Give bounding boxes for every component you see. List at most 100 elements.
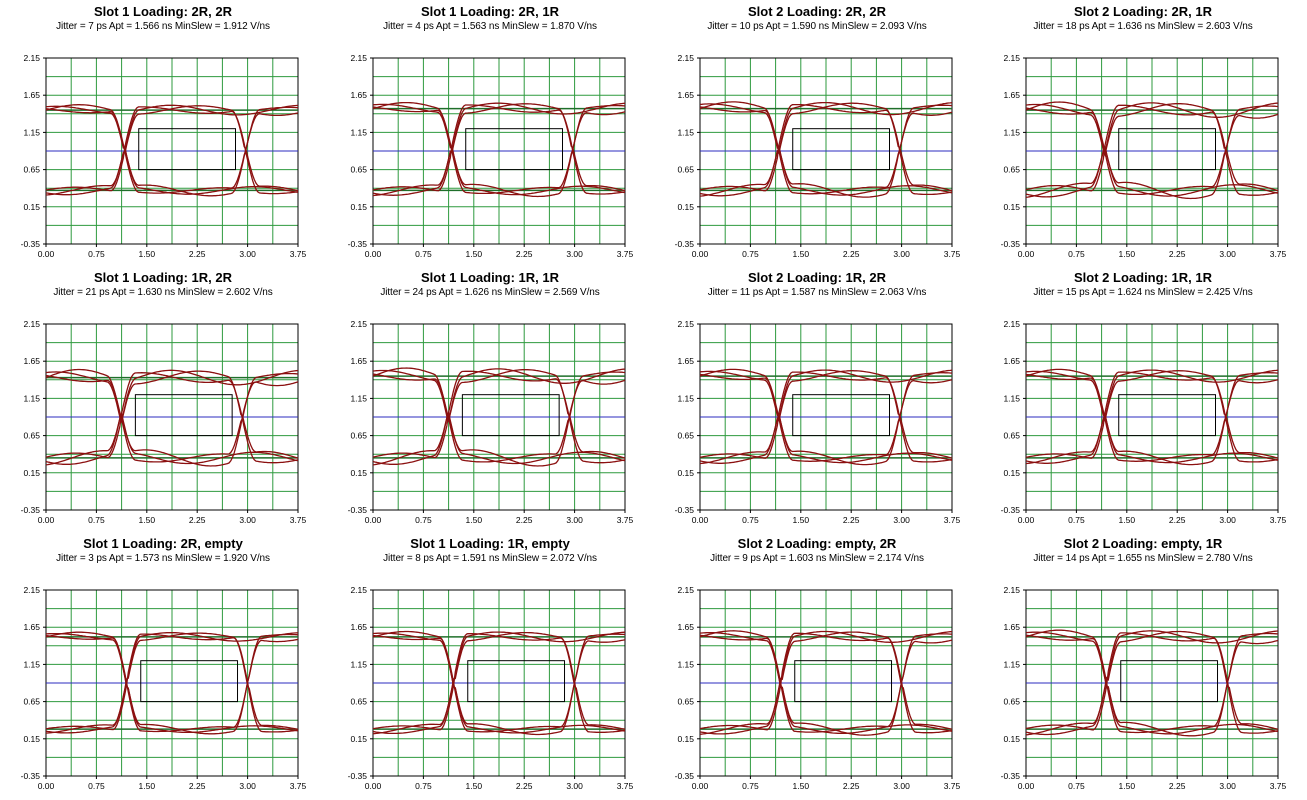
- y-tick-label: 1.15: [350, 393, 367, 403]
- eye-trace: [45, 369, 299, 466]
- y-tick-label: 1.15: [350, 659, 367, 669]
- x-tick-label: 1.50: [1119, 515, 1136, 525]
- eye-panel: Slot 1 Loading: 2R, empty Jitter = 3 ps A…: [0, 532, 326, 798]
- y-tick-label: 2.15: [677, 53, 694, 63]
- chart-title: Slot 1 Loading: 2R, 2R: [94, 4, 232, 19]
- y-tick-label: 1.15: [1003, 659, 1020, 669]
- eye-trace: [1025, 630, 1279, 736]
- eye-plot: 0.00 0.75 1.50 2.25 3.00 3.75 2.15 1.65 1.15 0.65…: [1001, 53, 1287, 259]
- x-tick-label: 2.25: [516, 781, 533, 791]
- x-tick-label: 3.75: [944, 249, 961, 259]
- eye-trace: [1025, 103, 1279, 197]
- y-tick-label: 1.15: [1003, 127, 1020, 137]
- eye-trace: [1025, 370, 1279, 464]
- eye-trace: [699, 101, 953, 198]
- eye-trace: [1025, 372, 1279, 462]
- eye-trace: [45, 106, 299, 194]
- eye-trace: [699, 103, 953, 196]
- y-tick-label: -0.35: [675, 505, 695, 515]
- eye-trace: [45, 105, 299, 195]
- eye-mask: [794, 660, 893, 703]
- eye-plot: 0.00 0.75 1.50 2.25 3.00 3.75 2.15 1.65 1.15 0.65…: [348, 53, 634, 259]
- x-tick-label: 0.75: [1068, 515, 1085, 525]
- eye-plot: 0.00 0.75 1.50 2.25 3.00 3.75 2.15 1.65 1.15 0.65…: [1001, 585, 1287, 791]
- x-tick-label: 2.25: [516, 515, 533, 525]
- chart-stats: Jitter = 8 ps Apt = 1.591 ns MinSlew = 2…: [383, 553, 597, 564]
- y-tick-label: 1.15: [350, 127, 367, 137]
- x-tick-label: 2.25: [843, 781, 860, 791]
- eye-trace: [699, 631, 953, 735]
- x-tick-label: 0.75: [742, 249, 759, 259]
- eye-panel: Slot 1 Loading: 1R, 1R Jitter = 24 ps Apt…: [327, 266, 653, 532]
- eye-trace: [372, 103, 626, 196]
- eye-panel: Slot 2 Loading: empty, 2R Jitter = 9 ps A…: [654, 532, 980, 798]
- y-tick-label: 1.15: [677, 393, 694, 403]
- x-tick-label: 0.75: [1068, 781, 1085, 791]
- x-tick-label: 1.50: [139, 249, 156, 259]
- y-tick-label: 0.15: [1003, 734, 1020, 744]
- eye-plot: 0.00 0.75 1.50 2.25 3.00 3.75 2.15 1.65 1.15 0.65…: [21, 319, 307, 525]
- chart-stats: Jitter = 18 ps Apt = 1.636 ns MinSlew = …: [1033, 21, 1253, 32]
- chart-title: Slot 2 Loading: 1R, 2R: [748, 270, 886, 285]
- x-tick-label: 3.75: [617, 781, 634, 791]
- eye-mask: [461, 394, 560, 437]
- eye-trace: [45, 633, 299, 733]
- eye-trace: [372, 631, 626, 735]
- eye-trace: [372, 370, 626, 464]
- eye-trace: [1025, 104, 1279, 196]
- eye-trace: [699, 630, 953, 735]
- eye-mask: [1118, 394, 1217, 437]
- eye-plot: 0.00 0.75 1.50 2.25 3.00 3.75 2.15 1.65 1.15 0.65…: [675, 53, 961, 259]
- chart-title: Slot 1 Loading: 2R, 1R: [421, 4, 559, 19]
- x-tick-label: 3.00: [893, 249, 910, 259]
- eye-trace: [699, 372, 953, 462]
- y-tick-label: 2.15: [350, 319, 367, 329]
- y-tick-label: 0.65: [1003, 697, 1020, 707]
- y-tick-label: 0.65: [350, 697, 367, 707]
- eye-trace: [699, 103, 953, 196]
- y-tick-label: 2.15: [1003, 53, 1020, 63]
- eye-trace: [45, 632, 299, 734]
- x-tick-label: 3.00: [566, 249, 583, 259]
- chart-title: Slot 2 Loading: empty, 2R: [737, 536, 897, 551]
- y-tick-label: 1.15: [677, 127, 694, 137]
- x-tick-label: 0.00: [692, 515, 709, 525]
- x-tick-label: 3.00: [1219, 515, 1236, 525]
- y-tick-label: -0.35: [1001, 771, 1021, 781]
- eye-trace: [1025, 368, 1279, 466]
- eye-trace: [699, 630, 953, 736]
- chart-stats: Jitter = 7 ps Apt = 1.566 ns MinSlew = 1…: [56, 21, 270, 32]
- eye-trace: [45, 105, 299, 196]
- eye-trace: [372, 368, 626, 466]
- y-tick-label: -0.35: [21, 239, 41, 249]
- y-tick-label: 0.65: [23, 697, 40, 707]
- eye-trace: [45, 371, 299, 465]
- x-tick-label: 0.75: [415, 515, 432, 525]
- eye-mask: [1120, 660, 1219, 703]
- eye-trace: [372, 632, 626, 734]
- eye-trace: [45, 106, 299, 195]
- x-tick-label: 0.00: [692, 249, 709, 259]
- y-tick-label: 0.15: [23, 734, 40, 744]
- x-tick-label: 1.50: [1119, 249, 1136, 259]
- x-tick-label: 0.00: [365, 515, 382, 525]
- eye-trace: [1025, 630, 1279, 736]
- eye-trace: [1025, 370, 1279, 464]
- x-tick-label: 1.50: [466, 781, 483, 791]
- chart-title: Slot 2 Loading: 2R, 1R: [1074, 4, 1212, 19]
- eye-plot: 0.00 0.75 1.50 2.25 3.00 3.75 2.15 1.65 1.15 0.65…: [348, 585, 634, 791]
- x-tick-label: 0.00: [38, 249, 55, 259]
- y-tick-label: 1.65: [350, 90, 367, 100]
- x-tick-label: 3.00: [893, 515, 910, 525]
- chart-title: Slot 2 Loading: empty, 1R: [1063, 536, 1223, 551]
- y-tick-label: -0.35: [1001, 239, 1021, 249]
- chart-title: Slot 1 Loading: 2R, empty: [83, 536, 243, 551]
- y-tick-label: -0.35: [675, 771, 695, 781]
- y-tick-label: -0.35: [348, 239, 368, 249]
- eye-trace: [372, 101, 626, 198]
- eye-trace: [372, 103, 626, 196]
- x-tick-label: 1.50: [1119, 781, 1136, 791]
- x-tick-label: 0.00: [38, 781, 55, 791]
- x-tick-label: 2.25: [843, 249, 860, 259]
- y-tick-label: 2.15: [1003, 319, 1020, 329]
